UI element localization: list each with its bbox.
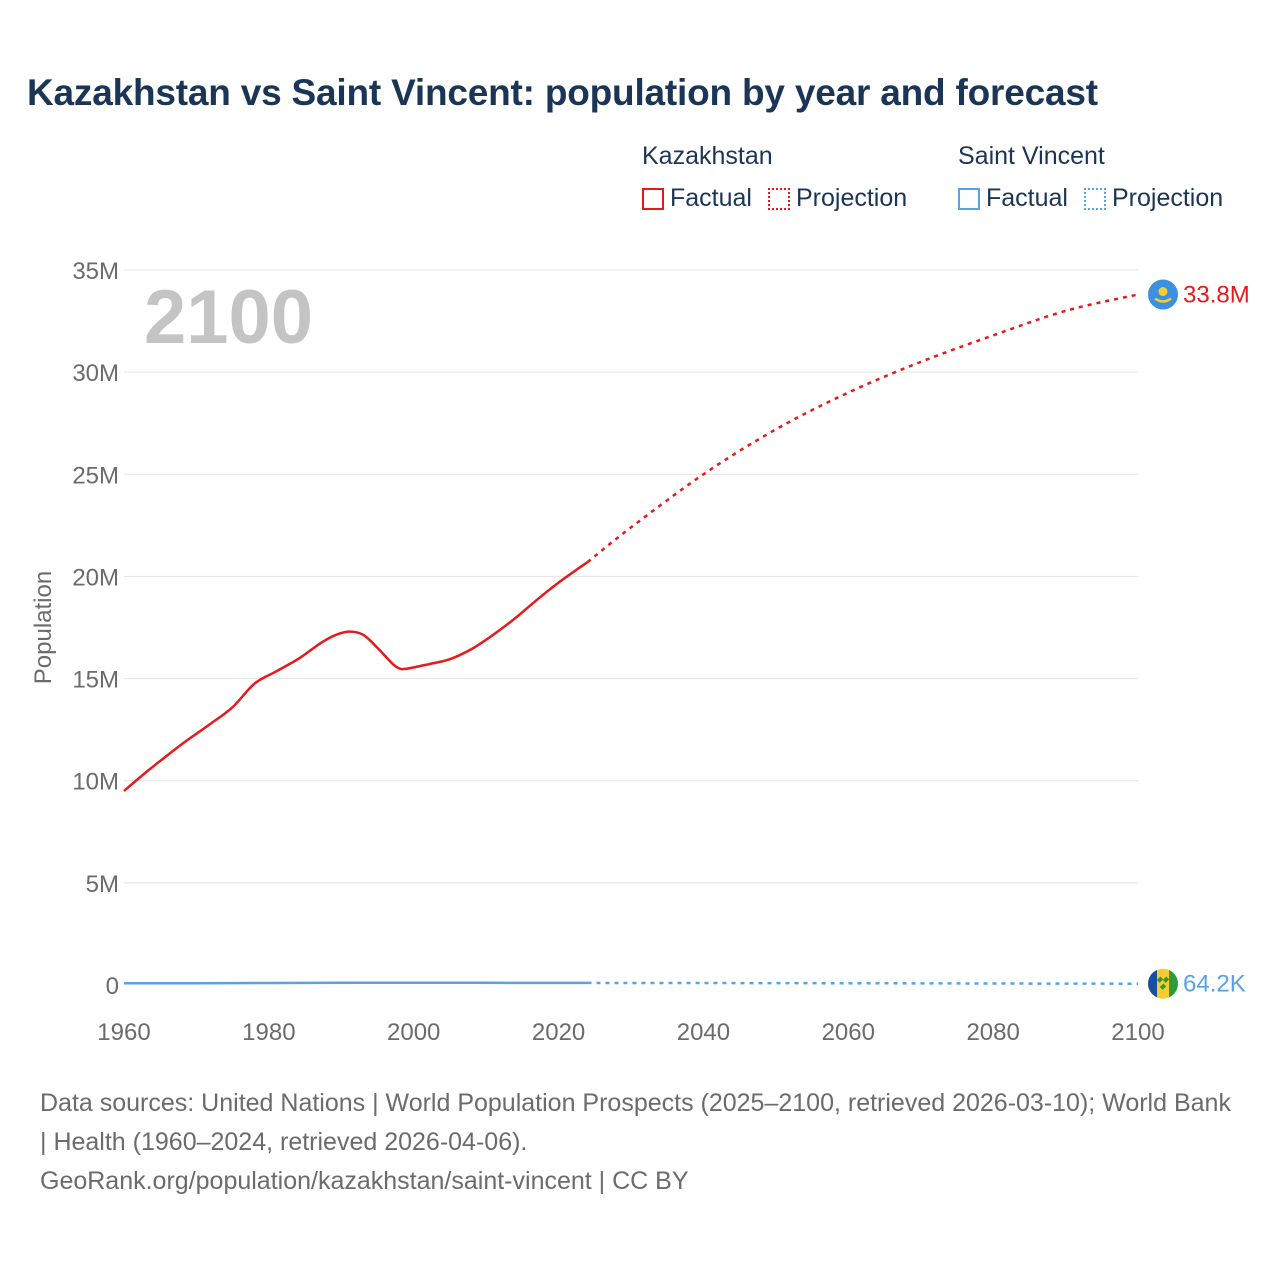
legend-label-kazakhstan-projection: Projection (795, 184, 908, 212)
footer: Data sources: United Nations | World Pop… (40, 1084, 1240, 1201)
end-value-label-kazakhstan: 33.8M (1183, 282, 1250, 309)
x-tick-label: 2040 (677, 1019, 730, 1046)
legend-label-saint-vincent-projection: Projection (1111, 184, 1224, 212)
x-tick-label: 2100 (1111, 1019, 1164, 1046)
kazakhstan-flag-sun (1158, 287, 1168, 297)
legend-swatch-kazakhstan-projection (767, 187, 790, 210)
y-tick-label: 35M (72, 258, 119, 285)
end-value-label-saint-vincent: 64.2K (1183, 971, 1246, 998)
y-tick-label: 30M (72, 360, 119, 387)
legend-item-kazakhstan-projection[interactable]: Projection (767, 184, 908, 213)
saint-vincent-flag-blue (1148, 969, 1157, 998)
y-tick-label: 20M (72, 564, 119, 591)
x-tick-label: 1980 (242, 1019, 295, 1046)
x-tick-label: 2000 (387, 1019, 440, 1046)
saint-vincent-flag-diamond (1159, 983, 1167, 990)
saint-vincent-flag-diamond (1162, 976, 1170, 983)
legend-swatch-saint-vincent-projection (1083, 187, 1106, 210)
series-line-kazakhstan-projection (586, 293, 1139, 564)
kazakhstan-flag-eagle (1154, 297, 1172, 303)
series-line-saint-vincent-projection (587, 981, 1139, 985)
legend-group-saint-vincent: Saint Vincent Factual Projection (958, 142, 1223, 213)
legend-title-saint-vincent: Saint Vincent (958, 142, 1105, 170)
x-tick-label: 2020 (532, 1019, 585, 1046)
chart-title: Kazakhstan vs Saint Vincent: population … (27, 72, 1098, 113)
footer-credit: GeoRank.org/population/kazakhstan/saint-… (40, 1167, 689, 1195)
saint-vincent-flag-diamond (1156, 976, 1164, 983)
x-tick-label: 2060 (822, 1019, 875, 1046)
legend-label-kazakhstan-factual: Factual (670, 184, 752, 212)
y-tick-label: 5M (86, 871, 119, 898)
y-tick-label: 15M (72, 667, 119, 694)
legend-item-saint-vincent-factual[interactable]: Factual (958, 184, 1068, 213)
y-axis-label: Population (30, 571, 57, 684)
legend-title-kazakhstan: Kazakhstan (642, 142, 773, 170)
y-tick-label: 0 (106, 973, 119, 1000)
legend-swatch-kazakhstan-factual (642, 187, 664, 210)
x-tick-label: 2080 (966, 1019, 1019, 1046)
series-line-kazakhstan-factual (123, 561, 589, 792)
current-year-label: 2100 (144, 275, 313, 360)
population-line-chart: 0 5M 10M 15M 20M 25M 30M 35M 1960 1980 2000 2020 204… (30, 258, 1250, 1046)
y-tick-label: 10M (72, 769, 119, 796)
legend-item-kazakhstan-factual[interactable]: Factual (642, 184, 752, 213)
y-tick-label: 25M (72, 462, 119, 489)
legend-item-saint-vincent-projection[interactable]: Projection (1083, 184, 1224, 213)
series-line-saint-vincent-factual (123, 981, 588, 985)
legend-label-saint-vincent-factual: Factual (986, 184, 1068, 212)
legend-group-kazakhstan: Kazakhstan Factual Projection (642, 142, 907, 213)
legend-swatch-saint-vincent-factual (958, 187, 980, 210)
saint-vincent-flag-green (1169, 969, 1178, 998)
x-tick-label: 1960 (97, 1019, 150, 1046)
footer-sources: Data sources: United Nations | World Pop… (40, 1089, 1231, 1156)
